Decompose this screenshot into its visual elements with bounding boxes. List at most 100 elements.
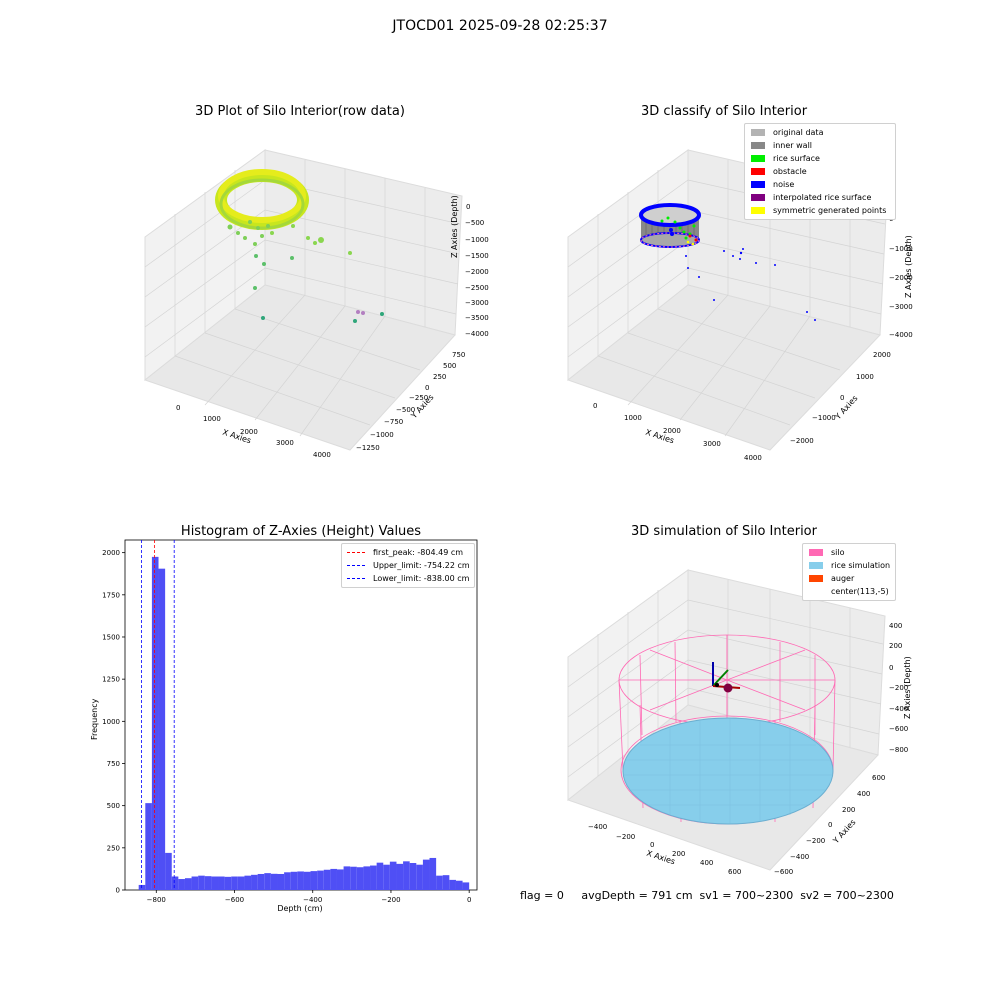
histogram-bar <box>277 873 285 890</box>
histogram-bar <box>396 863 404 890</box>
histogram-bar <box>310 871 318 890</box>
svg-text:200: 200 <box>672 850 685 858</box>
svg-text:2000: 2000 <box>663 427 681 435</box>
legend-swatch <box>809 549 823 556</box>
panel4-zlabel-text: Z Axies (Depth) <box>903 656 912 719</box>
svg-text:−200: −200 <box>806 837 825 845</box>
svg-text:600: 600 <box>728 868 741 876</box>
svg-text:0: 0 <box>593 402 597 410</box>
x-tick-label: −600 <box>225 896 244 904</box>
svg-text:−3500: −3500 <box>465 314 489 322</box>
legend-swatch <box>751 181 765 188</box>
svg-text:0: 0 <box>889 664 893 672</box>
histogram-bar <box>158 568 166 890</box>
svg-text:−500: −500 <box>396 406 415 414</box>
svg-text:−3000: −3000 <box>889 303 913 311</box>
svg-text:750: 750 <box>452 351 465 359</box>
panel4-auger <box>712 662 741 693</box>
legend-label: symmetric generated points <box>773 206 887 215</box>
histogram-bar <box>218 876 225 890</box>
histogram-bar <box>138 884 146 890</box>
svg-text:2000: 2000 <box>240 428 258 436</box>
y-tick-label: 250 <box>107 844 120 852</box>
legend-item-silo: silo <box>803 546 895 559</box>
histogram-bar <box>204 876 212 890</box>
histogram-bar <box>429 857 437 890</box>
svg-text:−600: −600 <box>774 868 793 876</box>
histogram-bar <box>436 875 443 890</box>
svg-text:500: 500 <box>443 362 456 370</box>
histogram-bar <box>290 871 298 890</box>
legend-item-first-peak: first_peak: -804.49 cm <box>342 546 474 559</box>
legend-label: center(113,-5) <box>831 587 889 596</box>
y-tick-label: 0 <box>116 887 120 895</box>
x-tick-label: −400 <box>303 896 322 904</box>
legend-item-noise: noise <box>745 178 895 191</box>
y-tick-label: 1000 <box>102 718 120 726</box>
legend-line <box>347 552 365 553</box>
legend-swatch <box>809 575 823 582</box>
svg-text:−750: −750 <box>384 418 403 426</box>
panel2-title: 3D classify of Silo Interior <box>640 104 808 119</box>
histogram-bar <box>343 866 351 890</box>
histogram-bar <box>323 869 331 890</box>
histogram-bar <box>376 862 384 890</box>
svg-text:−2000: −2000 <box>790 437 814 445</box>
histogram-bar <box>389 861 397 890</box>
svg-text:400: 400 <box>889 622 902 630</box>
legend-swatch <box>751 155 765 162</box>
legend-label: Upper_limit: -754.22 cm <box>373 561 470 570</box>
panel2-point-cloud <box>639 203 816 321</box>
legend-item-obstacle: obstacle <box>745 165 895 178</box>
svg-text:0: 0 <box>176 404 180 412</box>
panel3-legend: first_peak: -804.49 cm Upper_limit: -754… <box>341 543 475 588</box>
svg-text:1000: 1000 <box>856 373 874 381</box>
svg-text:−2000: −2000 <box>889 274 913 282</box>
svg-text:200: 200 <box>889 642 902 650</box>
legend-item-interpolated: interpolated rice surface <box>745 191 895 204</box>
x-tick-label: 0 <box>467 896 471 904</box>
histogram-bar <box>184 878 192 890</box>
legend-item-original: original data <box>745 126 895 139</box>
svg-text:−1000: −1000 <box>812 414 836 422</box>
histogram-bar <box>403 861 410 890</box>
figure-title: JTOCD01 2025-09-28 02:25:37 <box>392 18 608 34</box>
histogram-bar <box>442 875 450 890</box>
histogram-bar <box>350 866 357 890</box>
legend-swatch <box>809 588 823 595</box>
panel1-title: 3D Plot of Silo Interior(row data) <box>195 104 405 119</box>
svg-text:−3000: −3000 <box>465 299 489 307</box>
histogram-bar <box>409 863 417 890</box>
svg-text:−4000: −4000 <box>465 330 489 338</box>
legend-item-rice-simulation: rice simulation <box>803 559 895 572</box>
histogram-bar <box>191 876 199 890</box>
svg-text:1000: 1000 <box>203 415 221 423</box>
histogram-bar <box>264 873 271 890</box>
histogram-bar <box>455 880 463 890</box>
legend-swatch <box>751 194 765 201</box>
legend-item-upper-limit: Upper_limit: -754.22 cm <box>342 559 474 572</box>
legend-item-rice-surface: rice surface <box>745 152 895 165</box>
legend-label: silo <box>831 548 845 557</box>
histogram-bar <box>284 872 291 890</box>
svg-text:−1000: −1000 <box>370 431 394 439</box>
legend-label: original data <box>773 128 824 137</box>
histogram-bar <box>422 859 430 890</box>
histogram-bar <box>151 556 159 890</box>
panel2-legend: original data inner wall rice surface ob… <box>744 123 896 220</box>
legend-label: inner wall <box>773 141 813 150</box>
histogram-bar <box>462 882 470 890</box>
y-tick-label: 1250 <box>102 676 120 684</box>
histogram-bar <box>224 876 232 890</box>
y-tick-label: 750 <box>107 760 120 768</box>
svg-text:0: 0 <box>840 394 844 402</box>
svg-text:−1000: −1000 <box>465 236 489 244</box>
svg-text:−400: −400 <box>889 705 908 713</box>
legend-label: Lower_limit: -838.00 cm <box>373 574 470 583</box>
histogram-bar <box>297 871 304 890</box>
histogram-bar <box>383 864 390 890</box>
histogram-bar <box>171 876 179 890</box>
histogram-bar <box>356 867 364 890</box>
